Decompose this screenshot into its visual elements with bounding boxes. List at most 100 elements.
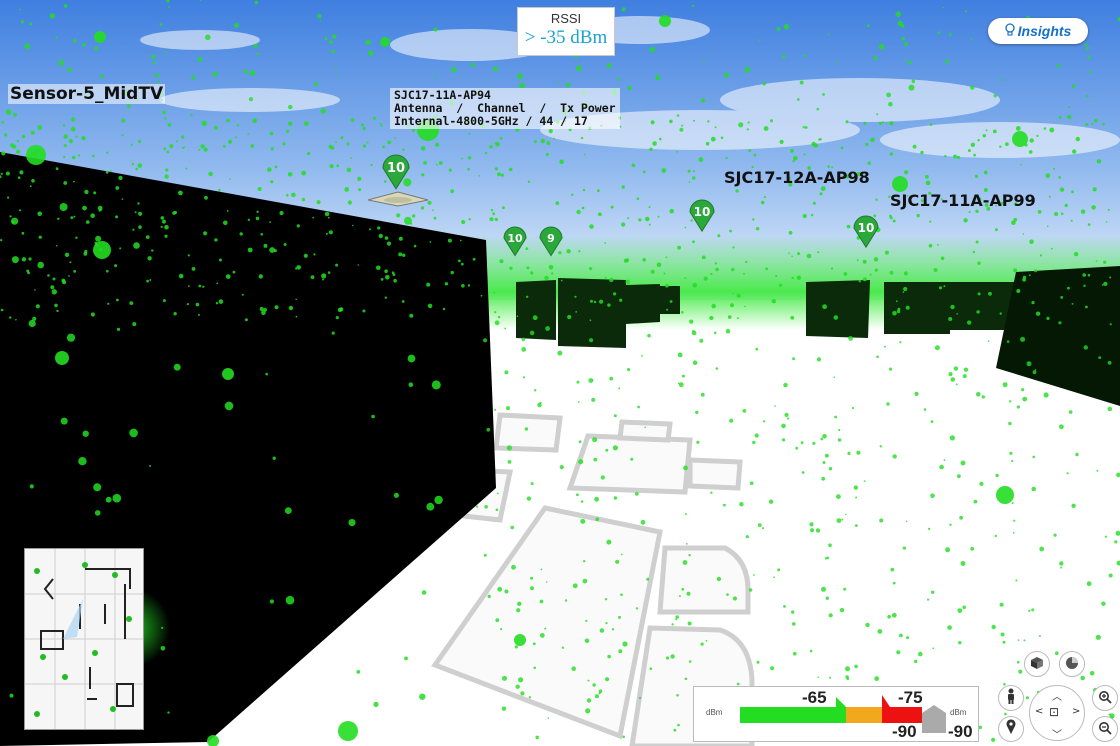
legend-strong-segment (740, 707, 846, 723)
signal-dot (316, 200, 321, 205)
pan-up-arrow[interactable]: ︿ (1052, 692, 1062, 703)
signal-dot (38, 235, 42, 239)
signal-dot (1034, 369, 1037, 371)
signal-dot (164, 234, 168, 238)
signal-dot (274, 305, 279, 310)
ap-marker[interactable]: 9 (539, 226, 563, 257)
signal-dot (169, 144, 174, 149)
signal-dot (619, 298, 623, 302)
signal-dot (938, 286, 943, 290)
signal-dot (902, 546, 907, 550)
signal-dot (295, 267, 298, 270)
signal-dot (994, 534, 997, 538)
signal-dot (546, 141, 551, 146)
signal-dot (800, 441, 804, 445)
signal-dot (1015, 579, 1018, 582)
signal-dot (1016, 405, 1021, 409)
signal-dot (853, 485, 858, 490)
signal-dot (241, 293, 244, 296)
signal-dot (348, 519, 356, 527)
zoom-out-button[interactable] (1092, 716, 1118, 742)
signal-dot (161, 626, 164, 630)
signal-dot (243, 69, 248, 74)
directional-pad[interactable]: ︿ ﹀ < > ⊡ (1029, 685, 1085, 741)
signal-dot (865, 142, 869, 147)
signal-dot (106, 269, 109, 273)
signal-dot (755, 347, 759, 351)
pan-left-arrow[interactable]: < (1035, 706, 1044, 717)
3d-view-button[interactable] (1024, 651, 1050, 677)
pan-down-arrow[interactable]: ﹀ (1052, 730, 1062, 741)
signal-dot (166, 0, 170, 3)
signal-dot (434, 75, 437, 78)
signal-dot (272, 456, 276, 460)
signal-dot (578, 440, 582, 444)
signal-dot (807, 166, 811, 170)
signal-dot (912, 144, 917, 149)
signal-dot (336, 75, 339, 78)
signal-dot (218, 188, 221, 192)
signal-dot (739, 502, 744, 507)
signal-dot (93, 191, 97, 195)
pie-chart-button[interactable] (1059, 651, 1085, 677)
signal-dot (899, 633, 903, 638)
signal-dot (118, 175, 123, 181)
signal-dot (451, 66, 457, 73)
signal-dot (71, 117, 76, 122)
signal-dot (213, 125, 218, 130)
signal-dot (974, 174, 979, 178)
signal-dot (1075, 452, 1079, 457)
signal-dot (730, 303, 734, 308)
ap-markers[interactable]: 10 10 10 9 10 (382, 154, 879, 257)
location-pin-button[interactable] (998, 716, 1024, 742)
signal-dot (576, 380, 580, 384)
legend-unit-right: dBm (950, 708, 967, 717)
signal-dot (681, 374, 685, 378)
signal-dot (370, 163, 373, 167)
signal-dot (892, 454, 897, 459)
insights-button[interactable]: Insights (988, 18, 1088, 44)
signal-dot (164, 224, 169, 230)
ap-marker[interactable]: 10 (503, 226, 527, 257)
signal-dot (967, 149, 971, 153)
signal-dot (393, 278, 397, 283)
signal-dot (928, 191, 932, 195)
signal-dot (151, 54, 156, 59)
signal-dot (889, 270, 894, 275)
signal-dot (770, 666, 775, 671)
reset-view-icon[interactable]: ⊡ (1049, 705, 1060, 719)
signal-dot (1107, 406, 1113, 412)
signal-dot (892, 219, 896, 223)
signal-dot (661, 168, 667, 173)
signal-dot (702, 60, 705, 63)
signal-dot (519, 82, 525, 89)
signal-dot (494, 142, 497, 144)
signal-dot (75, 236, 78, 239)
signal-dot (560, 279, 563, 282)
ap-marker[interactable]: 10 (382, 154, 410, 190)
ap-marker[interactable]: 10 (853, 215, 879, 249)
person-view-button[interactable] (998, 685, 1024, 711)
signal-dot (1031, 608, 1035, 612)
signal-dot (583, 560, 586, 563)
signal-dot (953, 366, 959, 371)
signal-dot (269, 247, 275, 253)
signal-dot (707, 120, 710, 123)
ap-marker[interactable]: 10 (689, 199, 715, 233)
pan-right-arrow[interactable]: > (1072, 706, 1081, 717)
signal-dot (1104, 535, 1107, 538)
signal-dot (589, 267, 593, 271)
signal-dot (495, 618, 500, 623)
signal-dot (891, 612, 897, 618)
signal-dot (806, 253, 812, 259)
signal-dot (867, 161, 871, 165)
floor-minimap[interactable] (24, 548, 144, 730)
signal-dot (669, 119, 673, 124)
signal-dot (627, 368, 631, 372)
zoom-in-button[interactable] (1092, 685, 1118, 711)
signal-dot (879, 445, 882, 448)
signal-dot (873, 56, 878, 61)
signal-dot (846, 224, 851, 229)
signal-dot (1085, 94, 1089, 98)
